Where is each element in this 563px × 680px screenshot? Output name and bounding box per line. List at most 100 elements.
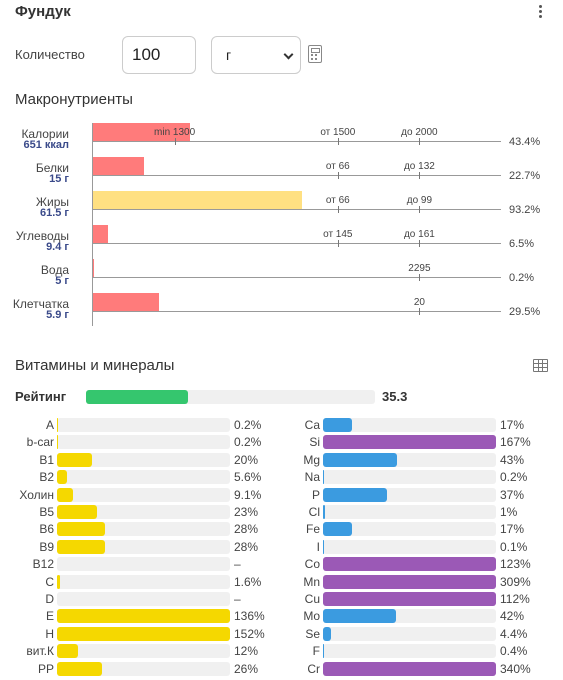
vitamin-percent: 26%: [234, 661, 259, 676]
macro-name: Белки: [35, 161, 69, 175]
macro-tick: [337, 172, 339, 179]
mineral-percent: 17%: [500, 522, 525, 537]
mineral-bar: [323, 609, 496, 624]
macro-tick-label: до 99: [406, 195, 433, 206]
vitamin-name: D: [45, 592, 54, 606]
macro-tick: [419, 138, 421, 145]
vitamin-bar: [57, 574, 230, 589]
vitamin-name: B12: [32, 557, 54, 572]
mineral-bar: [323, 557, 496, 572]
vitamin-bar-fill: [57, 626, 230, 641]
macro-row: Клетчатка 5.9 г 20 29.5%: [0, 292, 563, 326]
macro-name: Клетчатка: [12, 297, 69, 311]
mineral-bar: [323, 522, 496, 537]
mineral-bar-fill: [323, 626, 331, 641]
mineral-percent: 37%: [500, 487, 525, 502]
vitamin-percent: 12%: [234, 644, 259, 659]
macro-name: Углеводы: [15, 229, 69, 243]
mineral-percent: 4.4%: [500, 626, 528, 641]
vitamin-bar: [57, 592, 230, 606]
vitamin-bar-fill: [57, 661, 102, 676]
vitamin-name: B5: [39, 505, 54, 519]
macro-bar: [93, 191, 303, 209]
vitamin-bar: [57, 452, 230, 467]
mineral-bar-fill: [323, 574, 496, 589]
vitamin-percent: 136%: [234, 609, 265, 624]
macro-name: Жиры: [35, 195, 69, 209]
macro-tick: [419, 274, 421, 281]
mineral-bar: [323, 592, 496, 606]
vitamin-bar-fill: [57, 505, 97, 519]
mineral-bar-fill: [323, 452, 398, 467]
quantity-input[interactable]: [122, 36, 196, 74]
mineral-percent: 340%: [500, 661, 531, 676]
rating-bar: [86, 390, 375, 404]
macro-percent: 29.5%: [509, 306, 541, 318]
vitamin-percent: 20%: [234, 452, 259, 467]
mineral-bar-fill: [323, 557, 496, 572]
mineral-bar: [323, 505, 496, 519]
vitamin-percent: 28%: [234, 522, 259, 537]
mineral-bar: [323, 644, 496, 659]
vitamin-percent: 1.6%: [234, 574, 262, 589]
macro-amount: 5 г: [55, 275, 69, 287]
vitamin-bar: [57, 505, 230, 519]
macro-bar: [93, 123, 191, 141]
vitamin-name: E: [45, 609, 54, 624]
vitamin-bar-fill: [57, 609, 230, 624]
macro-section-title: Макронутриенты: [15, 91, 133, 108]
macro-tick-label: 20: [413, 297, 425, 308]
vitamin-bar-fill: [57, 539, 106, 554]
mineral-percent: 17%: [500, 418, 525, 432]
vitamin-bar: [57, 470, 230, 485]
macro-percent: 43.4%: [509, 136, 541, 148]
vitamin-bar: [57, 539, 230, 554]
macro-tick: [419, 240, 421, 247]
more-options-icon[interactable]: [534, 3, 546, 23]
unit-select[interactable]: г: [211, 36, 301, 74]
mineral-percent: 0.2%: [500, 470, 528, 485]
calculator-icon[interactable]: [308, 45, 322, 63]
macro-baseline: [93, 277, 501, 278]
macro-row: Белки 15 г от 66 до 132 22.7%: [0, 156, 563, 190]
macro-axis: [92, 123, 93, 326]
vitamin-bar: [57, 626, 230, 641]
macro-tick: [337, 138, 339, 145]
mineral-name: Cl: [308, 505, 320, 519]
vitamin-percent: –: [234, 557, 241, 572]
mineral-name: Cr: [307, 661, 320, 676]
mineral-bar: [323, 435, 496, 450]
rating-bar-fill: [86, 390, 189, 404]
mineral-name: Cu: [304, 592, 320, 606]
vitamin-percent: 5.6%: [234, 470, 262, 485]
vitamin-bar-fill: [57, 470, 67, 485]
vitamin-bar: [57, 661, 230, 676]
vitamin-name: C: [45, 574, 54, 589]
mineral-name: I: [316, 539, 320, 554]
vitamin-name: Холин: [19, 487, 54, 502]
mineral-bar: [323, 418, 496, 432]
table-icon[interactable]: [533, 359, 548, 372]
vitamin-bar-fill: [57, 487, 73, 502]
mineral-bar: [323, 487, 496, 502]
vitamin-bar: [57, 435, 230, 450]
unit-select-value: г: [226, 47, 232, 63]
macro-amount: 9.4 г: [46, 241, 69, 253]
macro-name: Калории: [21, 127, 69, 141]
macro-baseline: [93, 243, 501, 244]
macro-baseline: [93, 311, 501, 312]
macro-tick-label: от 1500: [320, 127, 356, 138]
mineral-name: Mg: [303, 452, 320, 467]
mineral-percent: 167%: [500, 435, 531, 450]
vitamin-percent: 28%: [234, 539, 259, 554]
macro-tick: [419, 308, 421, 315]
mineral-percent: 123%: [500, 557, 531, 572]
mineral-percent: 112%: [500, 592, 530, 606]
macro-tick: [419, 206, 421, 213]
vitamin-name: B9: [39, 539, 54, 554]
mineral-percent: 43%: [500, 452, 525, 467]
macro-percent: 6.5%: [509, 238, 535, 250]
macro-tick: [174, 138, 176, 145]
mineral-name: Ca: [304, 418, 320, 432]
mineral-percent: 0.4%: [500, 644, 528, 659]
